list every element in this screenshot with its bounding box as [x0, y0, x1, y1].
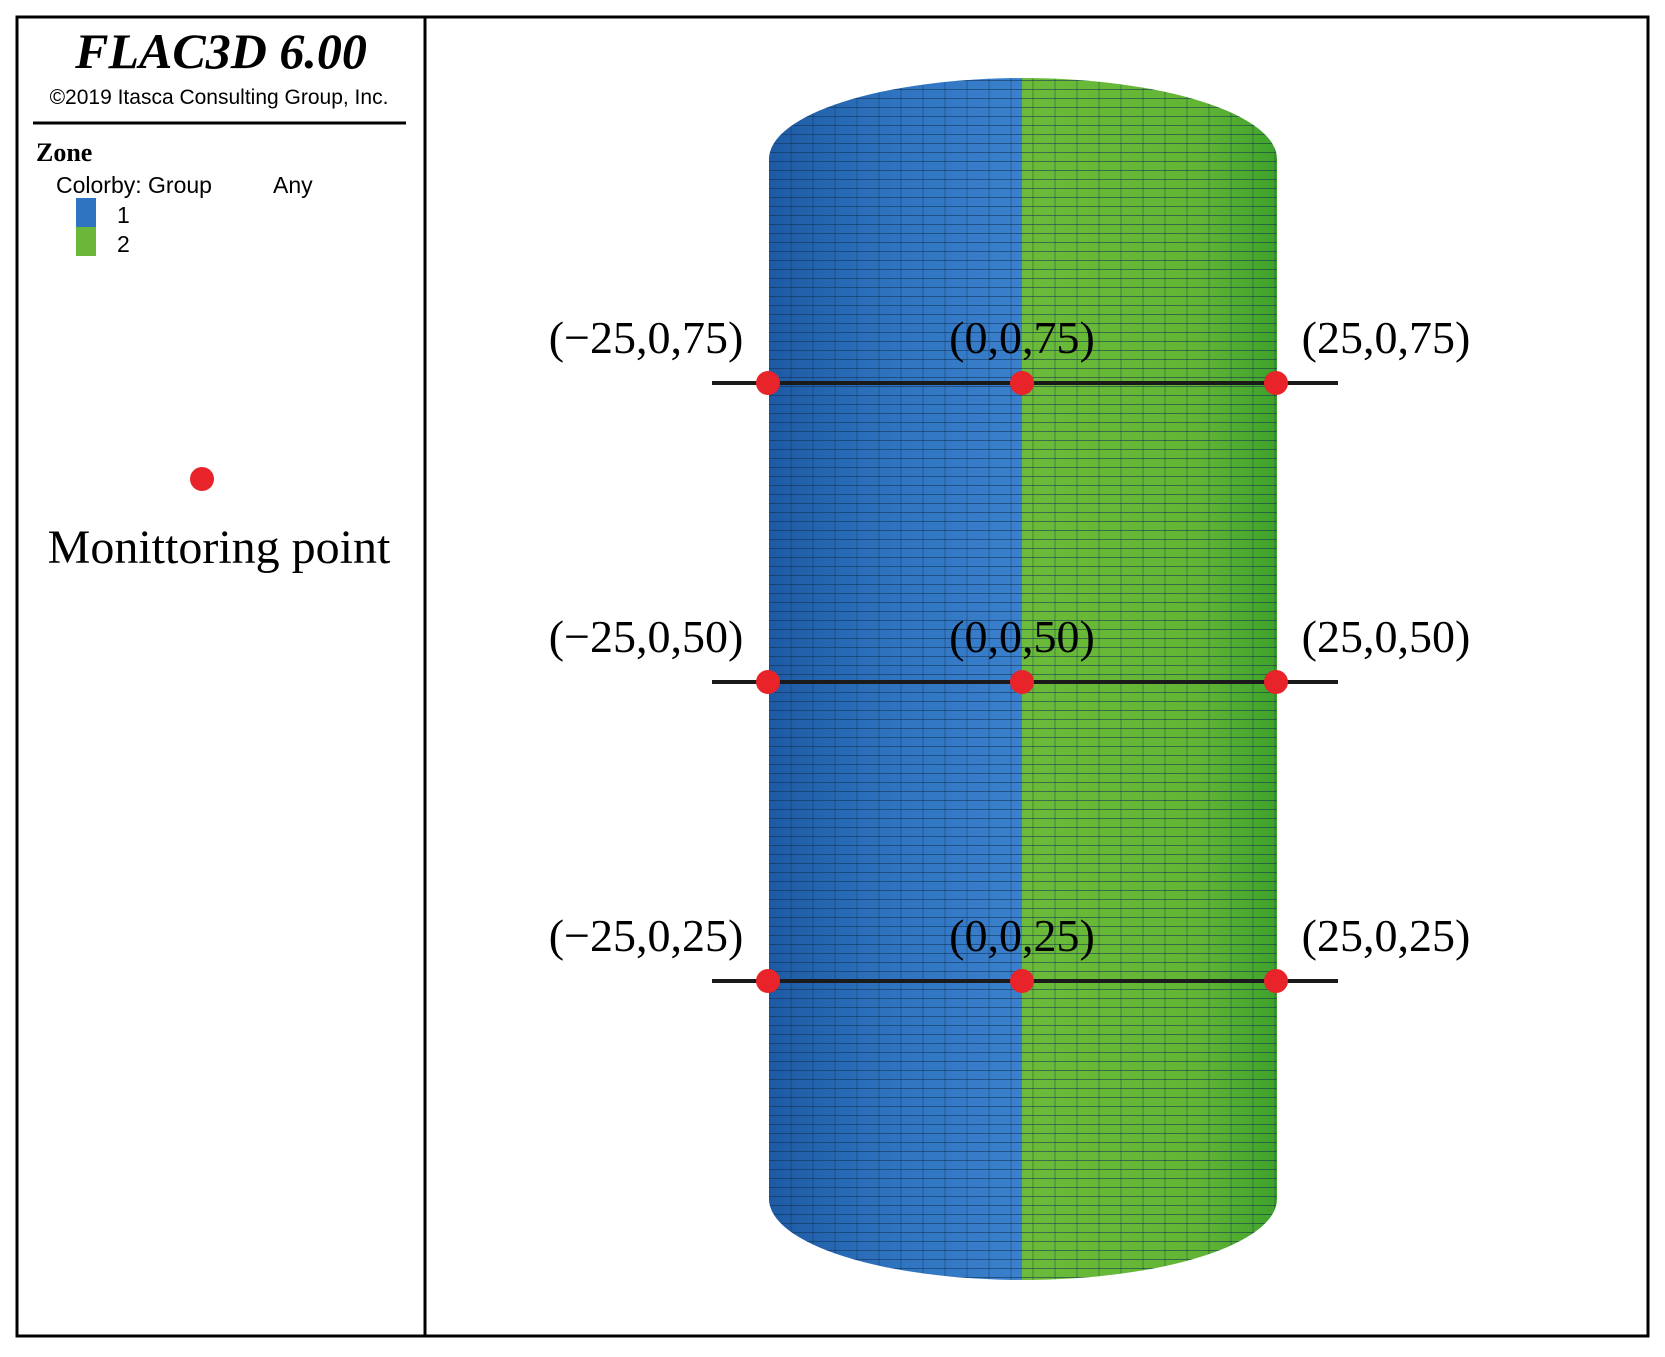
monitoring-point-label: Monittoring point	[48, 521, 391, 574]
legend-panel: FLAC3D 6.00 ©2019 Itasca Consulting Grou…	[33, 23, 406, 574]
legend-swatch-1	[76, 198, 96, 227]
legend-group-1: 1	[117, 202, 130, 228]
legend-any: Any	[273, 172, 313, 198]
monitoring-point-label: (0,0,50)	[949, 611, 1095, 662]
monitoring-point	[1010, 670, 1034, 694]
legend-section: Zone	[36, 138, 92, 167]
monitoring-points: (−25,0,75) (0,0,75) (25,0,75) (−25,0,50) (0,…	[549, 312, 1471, 993]
monitoring-point-label: (−25,0,25)	[549, 910, 744, 961]
monitoring-point-label: (−25,0,75)	[549, 312, 744, 363]
monitoring-point	[1264, 371, 1288, 395]
legend-group-2: 2	[117, 231, 130, 257]
monitoring-point-label: (25,0,25)	[1302, 910, 1471, 961]
monitoring-point	[756, 670, 780, 694]
monitoring-point	[1010, 371, 1034, 395]
monitoring-point-marker-icon	[190, 467, 214, 491]
legend-colorby: Colorby: Group	[56, 172, 212, 198]
monitoring-point	[1264, 670, 1288, 694]
monitoring-point-label: (25,0,50)	[1302, 611, 1471, 662]
monitoring-point-label: (−25,0,50)	[549, 611, 744, 662]
legend-title: FLAC3D 6.00	[74, 23, 367, 79]
monitoring-point	[1264, 969, 1288, 993]
monitoring-point-label: (0,0,25)	[949, 910, 1095, 961]
monitoring-point	[756, 969, 780, 993]
monitoring-point-label: (0,0,75)	[949, 312, 1095, 363]
monitoring-point	[1010, 969, 1034, 993]
monitoring-point-label: (25,0,75)	[1302, 312, 1471, 363]
legend-swatch-2	[76, 227, 96, 256]
legend-copyright: ©2019 Itasca Consulting Group, Inc.	[50, 86, 389, 109]
monitoring-point	[756, 371, 780, 395]
